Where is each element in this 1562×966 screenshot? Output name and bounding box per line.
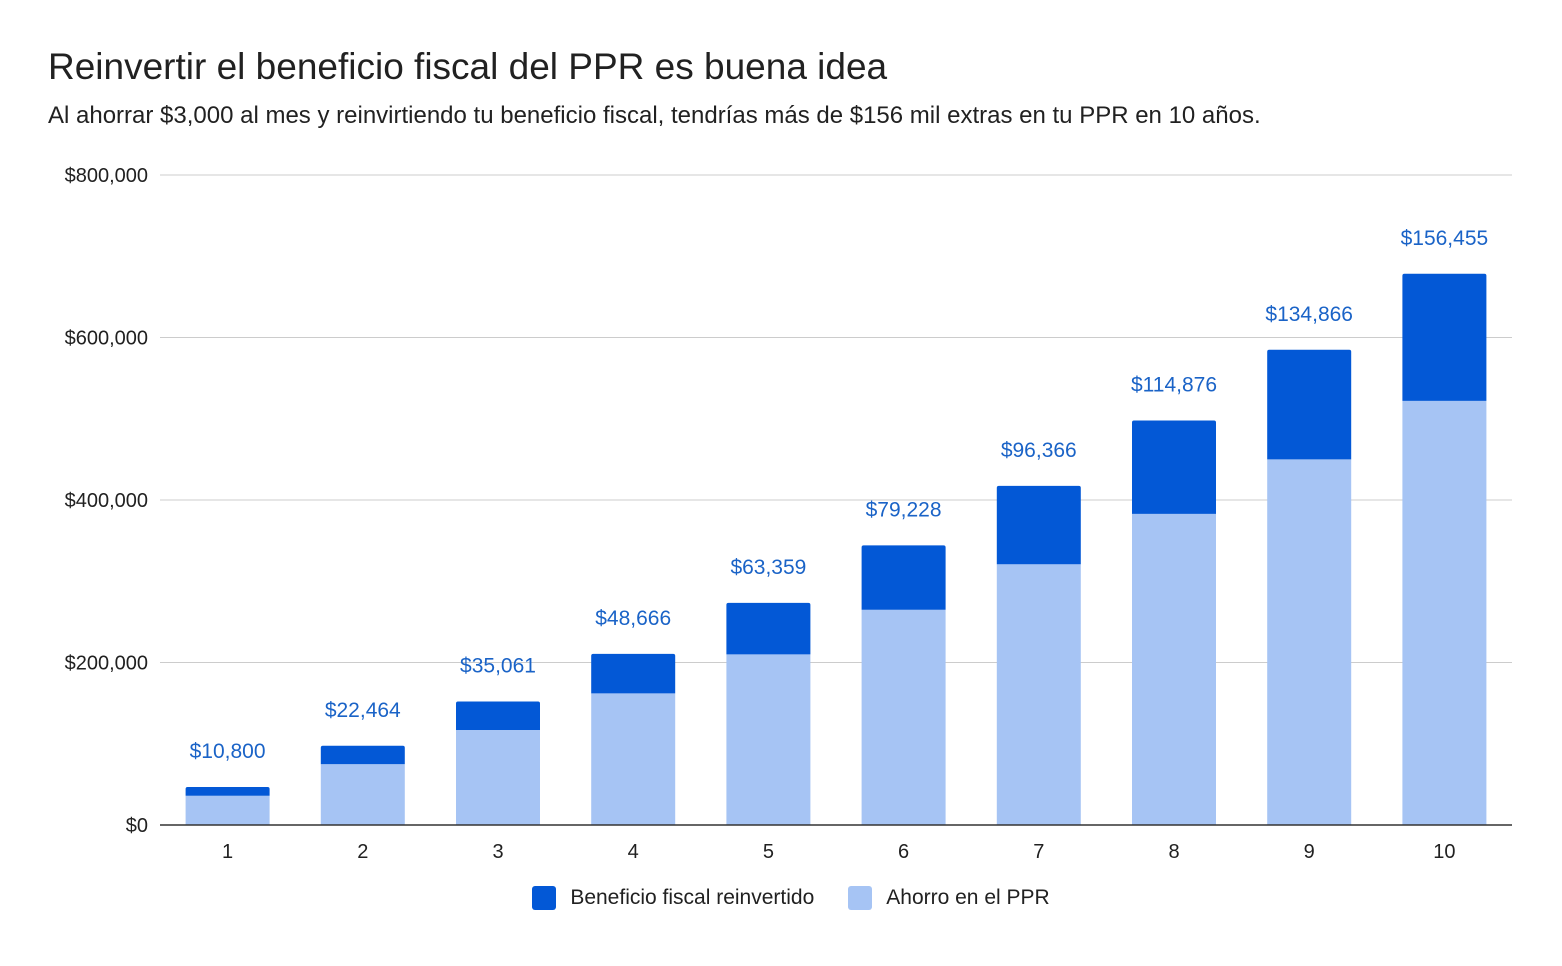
bar-data-label: $96,366 [1001,439,1077,462]
bar-ahorro-ppr[interactable] [726,654,811,825]
legend-swatch-beneficio [532,886,557,910]
bar-data-label: $114,876 [1131,373,1217,396]
bar-ahorro-ppr[interactable] [996,564,1081,825]
bars [185,273,1487,825]
bar-ahorro-ppr[interactable] [1267,459,1352,825]
y-tick-label: $600,000 [65,328,148,350]
data-labels: $10,800 $22,464 $35,061 $48,666 $63,359 $79,2… [190,227,1489,763]
x-tick-label: 4 [628,841,639,863]
bar-data-label: $35,061 [460,654,536,677]
bar-beneficio-fiscal[interactable] [591,653,676,694]
bar-data-label: $134,866 [1265,303,1353,326]
x-tick-label: 9 [1304,841,1315,863]
y-tick-label: $0 [126,815,148,837]
x-tick-label: 10 [1433,841,1455,863]
chart-title: Reinvertir el beneficio fiscal del PPR e… [48,46,888,87]
x-axis-ticks: 1 2 3 4 5 6 7 8 9 10 [222,841,1455,863]
bar-ahorro-ppr[interactable] [1132,513,1216,825]
x-tick-label: 3 [492,841,503,863]
bar-beneficio-fiscal[interactable] [1402,273,1487,401]
bar-ahorro-ppr[interactable] [185,795,270,825]
legend-label-beneficio: Beneficio fiscal reinvertido [570,886,815,909]
y-tick-label: $200,000 [65,653,148,675]
y-tick-label: $800,000 [65,165,148,187]
bar-data-label: $48,666 [595,607,671,630]
bar-ahorro-ppr[interactable] [320,764,405,825]
bar-data-label: $22,464 [325,699,401,722]
x-tick-label: 2 [357,841,368,863]
x-tick-label: 5 [763,841,774,863]
bar-ahorro-ppr[interactable] [456,729,540,825]
x-tick-label: 1 [222,841,233,863]
bar-beneficio-fiscal[interactable] [1132,420,1216,514]
x-tick-label: 7 [1033,841,1044,863]
bar-beneficio-fiscal[interactable] [456,701,540,730]
bar-beneficio-fiscal[interactable] [861,545,946,610]
legend-label-ahorro: Ahorro en el PPR [886,886,1050,909]
legend-item-beneficio[interactable]: Beneficio fiscal reinvertido [532,886,814,910]
x-tick-label: 8 [1168,841,1179,863]
bar-data-label: $156,455 [1401,227,1489,250]
bar-data-label: $79,228 [866,498,942,521]
legend: Beneficio fiscal reinvertido Ahorro en e… [0,886,1562,910]
legend-swatch-ahorro [848,886,873,910]
bar-ahorro-ppr[interactable] [861,609,946,825]
bar-beneficio-fiscal[interactable] [726,602,811,655]
chart-subtitle: Al ahorrar $3,000 al mes y reinvirtiendo… [48,102,1261,129]
bar-beneficio-fiscal[interactable] [1267,349,1352,460]
bar-ahorro-ppr[interactable] [591,693,676,825]
bar-beneficio-fiscal[interactable] [996,485,1081,565]
legend-item-ahorro[interactable]: Ahorro en el PPR [848,886,1050,910]
bar-ahorro-ppr[interactable] [1402,400,1487,825]
y-axis-ticks: $0 $200,000 $400,000 $600,000 $800,000 [65,165,148,837]
bar-beneficio-fiscal[interactable] [185,786,270,796]
bar-data-label: $10,800 [190,740,266,763]
x-tick-label: 6 [898,841,909,863]
y-tick-label: $400,000 [65,490,148,512]
bar-data-label: $63,359 [730,556,806,579]
bar-beneficio-fiscal[interactable] [320,745,405,765]
